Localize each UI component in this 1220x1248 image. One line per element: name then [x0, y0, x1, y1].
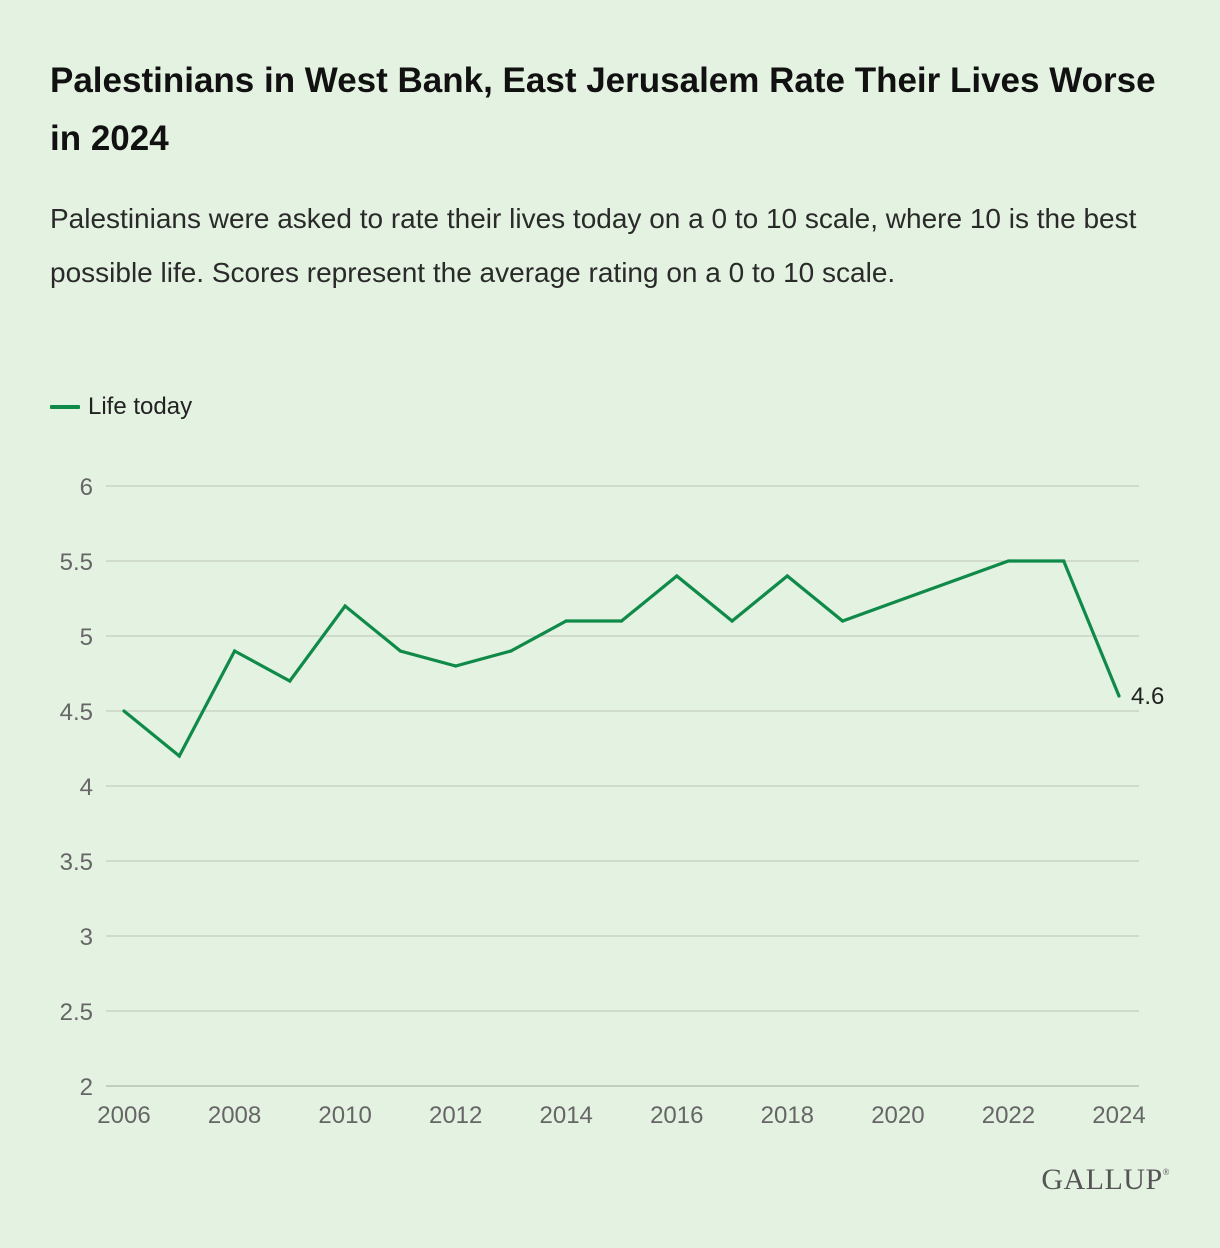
x-tick-label-2012: 2012	[429, 1102, 482, 1129]
data-point-2018	[785, 574, 789, 578]
x-tick-label-2020: 2020	[871, 1102, 924, 1129]
y-tick-label-4: 4	[80, 774, 93, 801]
chart-title: Palestinians in West Bank, East Jerusale…	[50, 61, 1156, 158]
data-point-2010	[343, 604, 347, 608]
y-tick-label-2.5: 2.5	[60, 999, 93, 1026]
data-point-2019	[841, 619, 845, 623]
data-point-2009	[288, 679, 292, 683]
gallup-logo-text: GALLUP	[1041, 1163, 1163, 1196]
data-point-2013	[509, 649, 513, 653]
gridlines	[106, 485, 1139, 1087]
legend-label-life-today: Life today	[88, 393, 193, 420]
y-tick-label-2: 2	[80, 1074, 93, 1101]
data-point-2022	[1006, 559, 1011, 563]
x-tick-label-2010: 2010	[318, 1102, 371, 1129]
chart-legend: Life today	[50, 393, 192, 421]
gallup-logo: GALLUP®	[1041, 1163, 1170, 1197]
y-tick-label-6: 6	[80, 474, 93, 501]
chart-subtitle: Palestinians were asked to rate their li…	[50, 203, 1137, 288]
line-chart: 22.533.544.555.56 2006 2008 2010 2012 2014 20…	[60, 474, 1165, 1129]
series-line-life-today	[122, 559, 1121, 759]
data-point-2007	[177, 754, 181, 758]
x-tick-label-2022: 2022	[982, 1102, 1035, 1129]
x-tick-label-2018: 2018	[761, 1102, 814, 1129]
data-point-2006	[122, 709, 126, 713]
gallup-logo-registered-mark: ®	[1162, 1167, 1170, 1177]
data-point-2017	[730, 619, 734, 623]
data-point-2012	[454, 664, 458, 668]
data-point-2015	[619, 619, 624, 623]
data-point-2014	[564, 619, 568, 623]
x-tick-label-2008: 2008	[208, 1102, 261, 1129]
data-points	[122, 559, 1121, 758]
data-point-2024	[1117, 694, 1121, 698]
x-tick-label-2024: 2024	[1092, 1102, 1145, 1129]
data-label-2024: 4.6	[1131, 683, 1164, 710]
data-point-2008	[232, 649, 237, 653]
x-tick-label-2006: 2006	[97, 1102, 150, 1129]
x-axis-tick-labels: 2006 2008 2010 2012 2014 2016 2018 2020 2022 2024	[97, 1102, 1145, 1129]
y-tick-label-5.5: 5.5	[60, 549, 93, 576]
y-axis-tick-labels: 2 2.5 3 3.5 4 4.5 5 5.5 6	[60, 474, 93, 1101]
data-point-2011	[398, 649, 402, 653]
x-tick-label-2014: 2014	[540, 1102, 593, 1129]
data-point-2023	[1062, 559, 1066, 563]
legend-swatch-life-today	[50, 405, 80, 409]
data-labels: 4.6	[1131, 683, 1164, 710]
series-life-today	[122, 559, 1121, 759]
x-tick-label-2016: 2016	[650, 1102, 703, 1129]
y-tick-label-5: 5	[80, 624, 93, 651]
y-tick-label-3.5: 3.5	[60, 849, 93, 876]
data-point-2016	[675, 574, 679, 578]
y-tick-label-4.5: 4.5	[60, 699, 93, 726]
y-tick-label-3: 3	[80, 924, 93, 951]
